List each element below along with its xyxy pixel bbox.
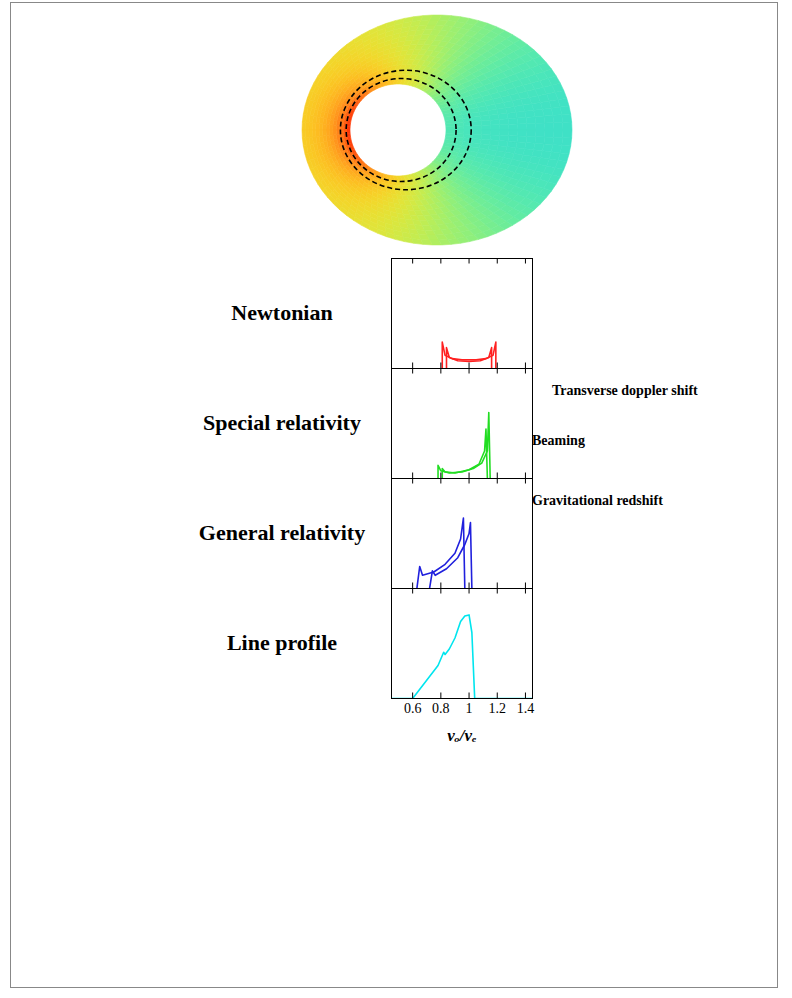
svg-text:0.6: 0.6	[404, 701, 422, 716]
svg-text:νₒ/νₑ: νₒ/νₑ	[447, 726, 477, 745]
svg-text:0.8: 0.8	[432, 701, 450, 716]
svg-text:1: 1	[466, 701, 473, 716]
html-text:Beaming: Beaming	[532, 433, 585, 448]
html-text:Special relativity: Special relativity	[203, 410, 361, 435]
svg-text:1.4: 1.4	[517, 701, 535, 716]
html-text:Newtonian: Newtonian	[231, 300, 333, 325]
html-text:Transverse doppler shift: Transverse doppler shift	[552, 383, 698, 398]
html-text:Line profile: Line profile	[226, 630, 338, 655]
html-text:Gravitational redshift: Gravitational redshift	[532, 493, 663, 508]
html-text:General relativity: General relativity	[198, 520, 366, 545]
svg-text:1.2: 1.2	[489, 701, 507, 716]
